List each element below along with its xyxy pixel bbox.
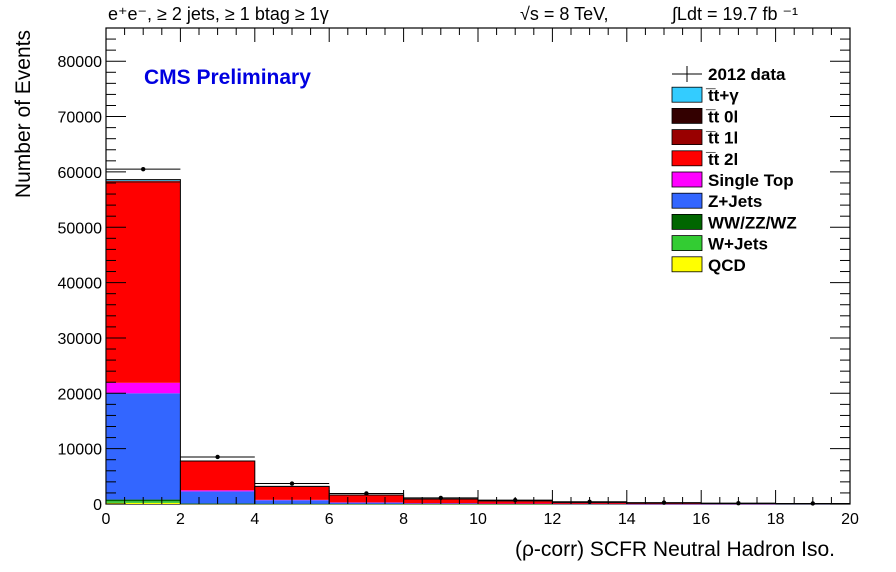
legend-swatch-7 [671, 235, 703, 252]
x-tick-label-8: 16 [692, 511, 710, 528]
legend-swatch-1 [671, 108, 703, 124]
x-tick-label-4: 8 [399, 511, 408, 528]
legend-swatch-0 [671, 86, 703, 103]
legend-swatch-4 [671, 171, 703, 188]
bar-segment-7-0 [106, 180, 181, 182]
legend-label-2: t̅t 1l [706, 129, 738, 148]
y-tick-label-7: 70000 [58, 110, 103, 127]
x-tick-label-7: 14 [618, 511, 636, 528]
x-tick-label-1: 2 [176, 511, 185, 528]
legend-label-6: WW/ZZ/WZ [708, 213, 797, 232]
y-tick-label-8: 80000 [58, 54, 103, 71]
y-tick-label-0: 0 [93, 497, 102, 514]
legend-label-3: t̅t 2l [706, 150, 738, 169]
legend-label-7: W+Jets [708, 235, 768, 254]
y-tick-label-6: 60000 [58, 165, 103, 182]
y-tick-label-1: 10000 [58, 442, 103, 459]
x-tick-label-5: 10 [469, 511, 487, 528]
bar-outline-1 [179, 460, 256, 504]
x-tick-label-0: 0 [102, 511, 111, 528]
legend-label-0: t̅t+γ [706, 86, 739, 105]
legend-label-4: Single Top [708, 171, 794, 190]
x-tick-label-6: 12 [544, 511, 562, 528]
legend-swatch-5 [671, 192, 703, 209]
y-axis: 0 10000 20000 30000 40000 50000 60000 70000 8000… [58, 27, 850, 514]
y-axis-label: Number of Events [12, 30, 35, 198]
data-point-0 [141, 166, 146, 172]
channel-label: e⁺e⁻, ≥ 2 jets, ≥ 1 btag ≥ 1γ [108, 4, 329, 24]
data-point-2 [289, 481, 295, 486]
bar-outline-0 [105, 179, 181, 504]
y-tick-label-2: 20000 [58, 386, 103, 403]
legend-label-5: Z+Jets [708, 192, 762, 211]
bar-segment-4-1 [180, 490, 255, 492]
legend-swatch-6 [671, 213, 703, 230]
bar-segment-5-1 [180, 461, 255, 491]
y-tick-label-3: 30000 [58, 331, 103, 348]
bar-segment-8-0 [106, 179, 181, 181]
x-tick-label-2: 4 [250, 511, 259, 528]
legend-label-1: t̅t 0l [706, 107, 738, 126]
bar-segment-4-0 [106, 382, 181, 394]
y-tick-label-4: 40000 [58, 276, 103, 293]
legend-label-8: QCD [708, 256, 746, 275]
legend-swatch-8 [671, 256, 703, 273]
legend: 2012 data t̅t+γ t̅t 0l t̅t 1l t̅t 2l Single T… [671, 65, 797, 275]
legend-swatch-3 [671, 150, 703, 167]
x-axis-label: (ρ-corr) SCFR Neutral Hadron Iso. [515, 538, 835, 561]
data-point-1 [215, 454, 220, 460]
x-tick-label-9: 18 [767, 511, 785, 528]
bar-segment-6-0 [106, 181, 181, 183]
y-tick-label-5: 50000 [58, 220, 103, 237]
legend-swatch-2 [671, 129, 703, 146]
bar-segment-5-2 [254, 486, 330, 500]
x-tick-label-3: 6 [325, 511, 334, 528]
energy-label: √s = 8 TeV, [520, 4, 608, 24]
bar-segment-3-0 [106, 393, 181, 500]
luminosity-label: ∫Ldt = 19.7 fb ⁻¹ [670, 4, 798, 24]
x-tick-label-10: 20 [841, 511, 859, 528]
data-point-3 [364, 491, 369, 496]
x-axis: 0 2 4 6 8 10 12 14 16 18 20 [102, 28, 859, 528]
legend-label-data: 2012 data [708, 65, 786, 84]
cms-label: CMS Preliminary [144, 66, 311, 89]
